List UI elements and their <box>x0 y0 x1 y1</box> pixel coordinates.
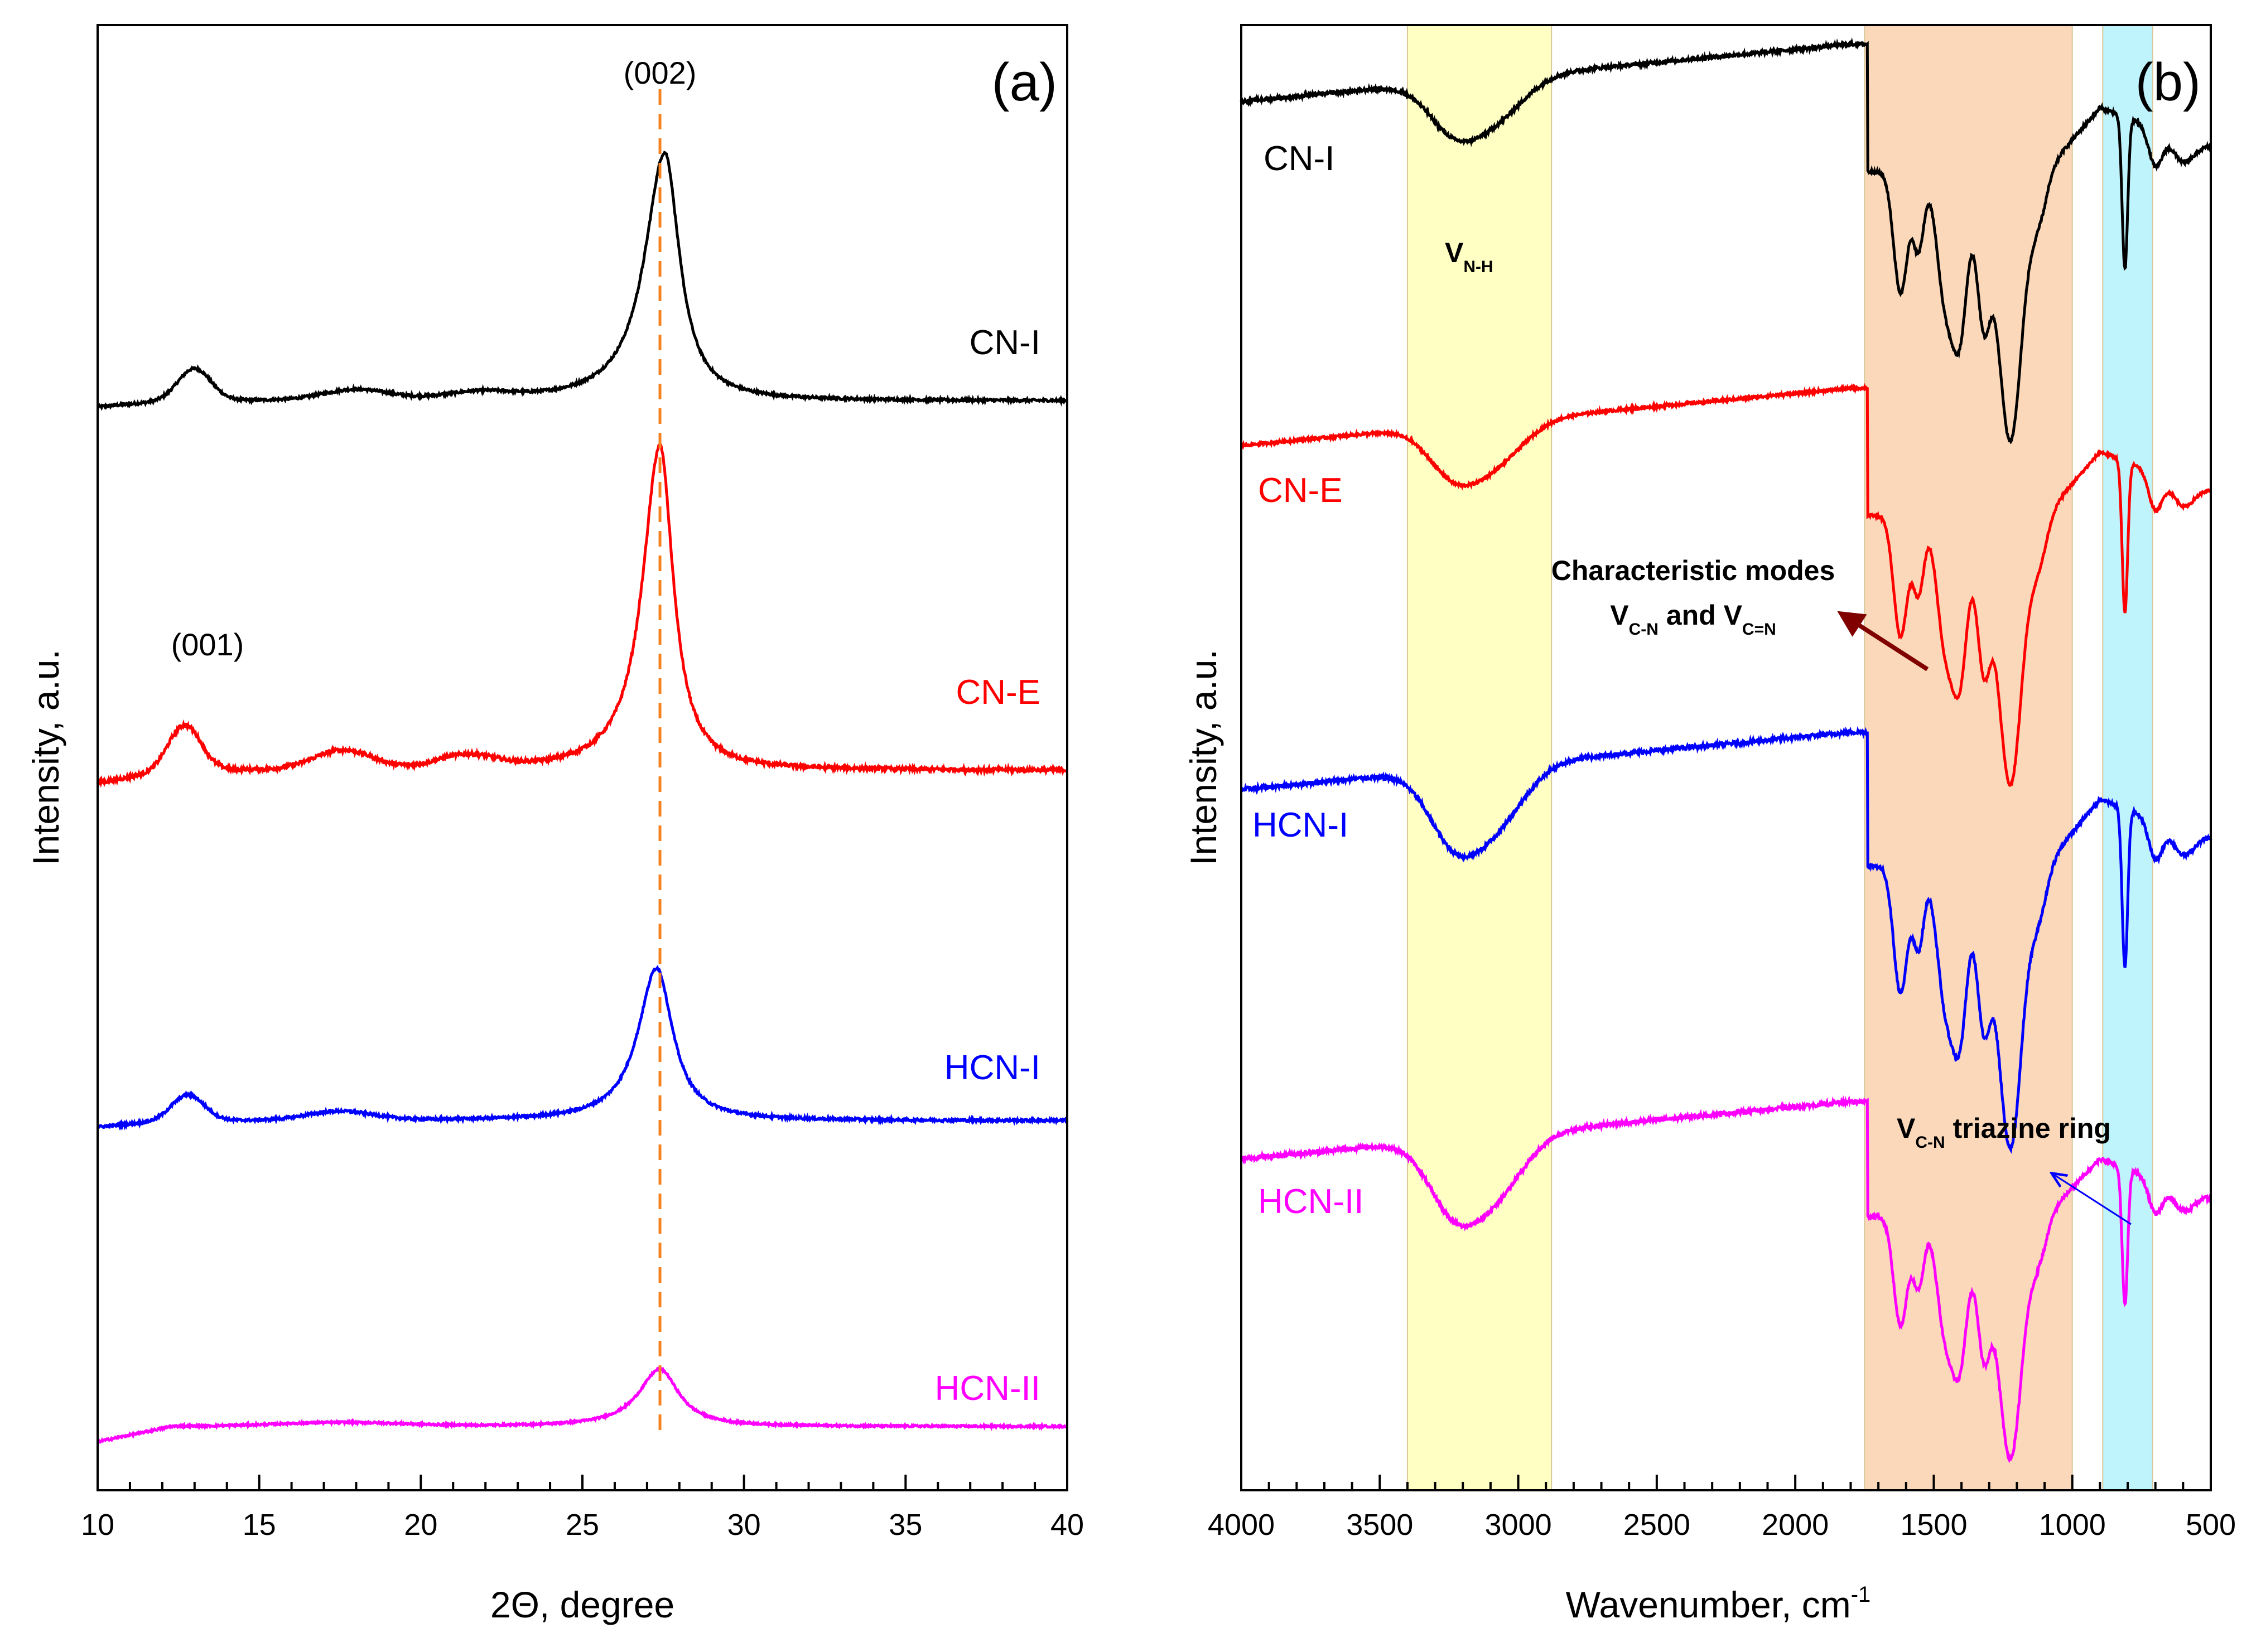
xrd-plot-frame <box>97 24 1068 1491</box>
ftir-x-tick-label: 4000 <box>1208 1508 1275 1542</box>
peak-label-002: (002) <box>624 55 697 90</box>
xrd-x-tick-label: 20 <box>404 1508 437 1542</box>
annotation-characteristic-modes: Characteristic modes <box>1551 555 1835 586</box>
ftir-line-cn-i <box>1240 37 2212 445</box>
ftir-x-axis-title: Wavenumber, cm-1 <box>1566 1582 1871 1625</box>
annotation-arrow-characteristic <box>1837 611 1929 672</box>
annotation-arrow-triazine <box>2053 1174 2132 1225</box>
ftir-series-label-cn-e: CN-E <box>1258 471 1343 510</box>
xrd-x-tick-label: 40 <box>1050 1508 1084 1542</box>
ftir-panel-label: (b) <box>2135 52 2201 112</box>
ftir-x-tick-label: 3000 <box>1485 1508 1552 1542</box>
xrd-series-label-cn-e: CN-E <box>956 673 1040 712</box>
annotation-v-nh: VN-H <box>1445 237 1493 276</box>
xrd-x-axis-title: 2Θ, degree <box>490 1584 674 1625</box>
peak-label-001: (001) <box>171 627 244 662</box>
ftir-line-hcn-ii <box>1240 1095 2212 1463</box>
xrd-x-tick-label: 10 <box>81 1508 114 1542</box>
ftir-series-label-hcn-i: HCN-I <box>1252 806 1348 844</box>
ftir-series-label-cn-i: CN-I <box>1264 139 1334 178</box>
xrd-line-hcn-i <box>97 965 1068 1131</box>
xrd-x-tick-label: 35 <box>889 1508 922 1542</box>
ftir-plot-frame <box>1240 24 2212 1491</box>
annotation-triazine-ring: VC-N triazine ring <box>1897 1113 2111 1152</box>
xrd-series-label-hcn-ii: HCN-II <box>935 1369 1040 1408</box>
ftir-x-tick-label: 1000 <box>2039 1508 2106 1542</box>
ftir-line-cn-e <box>1241 383 2212 787</box>
annotation-vcn-vcn: VC-N and VC=N <box>1610 600 1776 639</box>
xrd-x-tick-label: 25 <box>566 1508 599 1542</box>
ftir-highlight-band-1 <box>1864 25 2073 1491</box>
xrd-panel: 10 15 20 25 30 35 40 2Θ, degree Intensity, a.u… <box>25 24 1084 1625</box>
ftir-x-tick-label: 2000 <box>1762 1508 1829 1542</box>
xrd-x-tick-label: 15 <box>243 1508 276 1542</box>
xrd-panel-label: (a) <box>992 52 1057 112</box>
ftir-highlight-band-0 <box>1406 25 1553 1491</box>
ftir-y-axis-title: Intensity, a.u. <box>1183 649 1224 866</box>
xrd-line-cn-e <box>96 443 1067 788</box>
ftir-x-tick-label: 3500 <box>1346 1508 1413 1542</box>
ftir-panel: 4000 3500 3000 2500 2000 1500 1000 500 Wavenumb… <box>1183 24 2236 1625</box>
xrd-line-hcn-ii <box>97 1365 1068 1445</box>
xrd-series-label-cn-i: CN-I <box>970 323 1040 362</box>
xrd-x-tick-label: 30 <box>727 1508 761 1542</box>
xrd-line-cn-i <box>97 150 1067 411</box>
ftir-x-tick-label: 1500 <box>1900 1508 1967 1542</box>
ftir-line-hcn-i <box>1241 726 2212 1154</box>
ftir-x-tick-label: 2500 <box>1623 1508 1690 1542</box>
xrd-series-label-hcn-i: HCN-I <box>944 1049 1040 1087</box>
ftir-x-tick-label: 500 <box>2186 1508 2236 1542</box>
xrd-y-axis-title: Intensity, a.u. <box>25 649 66 866</box>
ftir-series-label-hcn-ii: HCN-II <box>1258 1182 1363 1221</box>
